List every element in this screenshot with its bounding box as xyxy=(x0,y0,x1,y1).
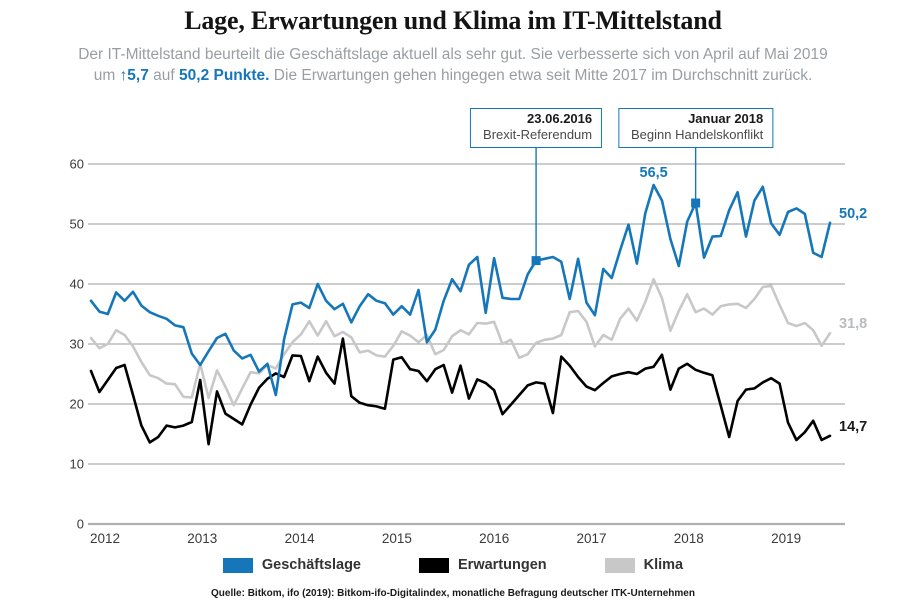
subtitle-prefix: um xyxy=(93,67,120,84)
chart-legend: Geschäftslage Erwartungen Klima xyxy=(0,557,906,573)
legend-item-geschaeftslage: Geschäftslage xyxy=(222,557,361,573)
x-tick-label: 2019 xyxy=(771,531,801,546)
end-value-label-klima: 31,8 xyxy=(839,316,867,332)
x-tick-label: 2015 xyxy=(382,531,412,546)
y-tick-label: 30 xyxy=(70,337,84,352)
x-tick-label: 2014 xyxy=(285,531,316,546)
annotation-box-brexit: 23.06.2016 Brexit-Referendum xyxy=(470,108,603,148)
legend-label: Geschäftslage xyxy=(261,557,361,573)
subtitle-suffix: Die Erwartungen gehen hingegen etwa seit… xyxy=(269,67,813,84)
y-tick-label: 20 xyxy=(70,397,84,412)
line-geschäftslage xyxy=(89,183,832,397)
line-klima xyxy=(89,277,832,407)
legend-swatch-erwartungen xyxy=(419,557,449,573)
end-value-label-geschäftslage: 50,2 xyxy=(839,206,867,222)
y-axis-labels: 0 10 20 30 40 50 60 xyxy=(70,157,84,532)
y-tick-label: 40 xyxy=(70,277,84,292)
x-tick-label: 2017 xyxy=(576,531,606,546)
page-title: Lage, Erwartungen und Klima im IT-Mittel… xyxy=(184,6,722,35)
x-axis-labels: 2012 2013 2014 2015 2016 2017 2018 2019 xyxy=(90,531,801,546)
annotation-marker xyxy=(691,198,701,208)
y-tick-label: 50 xyxy=(70,217,84,232)
peak-value-label: 56,5 xyxy=(640,165,668,181)
subtitle-mid: auf xyxy=(148,67,180,84)
subtitle-current-value: 50,2 Punkte. xyxy=(179,67,270,84)
annotation-date: Januar 2018 xyxy=(688,111,764,126)
subtitle-change-value: ↑5,7 xyxy=(119,67,149,84)
y-gridlines xyxy=(88,163,845,526)
legend-item-klima: Klima xyxy=(604,557,684,573)
y-tick-label: 10 xyxy=(70,457,84,472)
annotation-date: 23.06.2016 xyxy=(527,111,593,126)
x-tick-label: 2016 xyxy=(479,531,509,546)
legend-item-erwartungen: Erwartungen xyxy=(419,557,547,573)
subtitle-line-2: um ↑5,7 auf 50,2 Punkte. Die Erwartungen… xyxy=(0,65,906,86)
legend-label: Erwartungen xyxy=(458,557,547,573)
x-tick-label: 2018 xyxy=(674,531,704,546)
y-tick-label: 60 xyxy=(70,157,84,172)
annotation-label: Brexit-Referendum xyxy=(483,127,593,142)
line-erwartungen xyxy=(89,337,832,446)
legend-swatch-geschaeftslage xyxy=(222,557,253,573)
legend-swatch-klima xyxy=(604,557,635,573)
annotation-marker xyxy=(531,256,541,266)
source-note: Quelle: Bitkom, ifo (2019): Bitkom-ifo-D… xyxy=(211,588,695,599)
x-tick-label: 2012 xyxy=(90,531,120,546)
y-tick-label: 0 xyxy=(77,517,84,532)
end-value-label-erwartungen: 14,7 xyxy=(839,419,867,435)
subtitle-line-1: Der IT-Mittelstand beurteilt die Geschäf… xyxy=(78,46,828,63)
annotation-box-trade-conflict: Januar 2018 Beginn Handelskonflikt xyxy=(618,108,774,148)
legend-label: Klima xyxy=(643,557,684,573)
annotation-label: Beginn Handelskonflikt xyxy=(631,127,764,142)
x-tick-label: 2013 xyxy=(187,531,217,546)
